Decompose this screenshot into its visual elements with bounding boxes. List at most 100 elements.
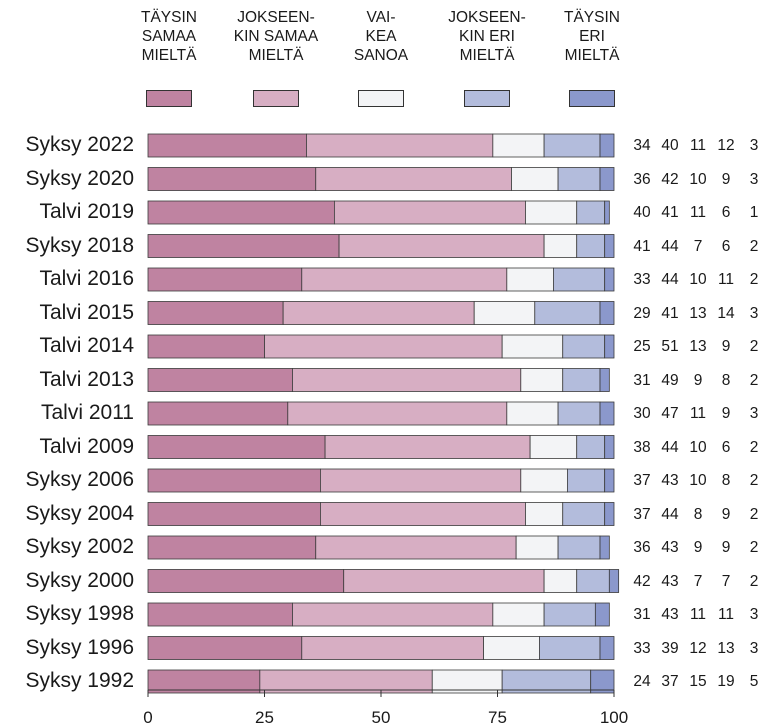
category-label: Syksy 2000 [25,568,134,592]
value-label: 13 [717,639,735,657]
value-label: 44 [661,438,679,456]
value-label: 51 [661,338,679,355]
bar-segment [599,301,615,325]
category-label: Syksy 2004 [25,501,134,525]
x-tick-label: 50 [371,708,391,727]
value-label: 36 [633,539,651,556]
legend-swatch [464,90,510,107]
category-label: Talvi 2016 [39,267,134,290]
value-label: 2 [749,271,759,288]
value-label: 43 [661,472,679,489]
x-tick-label: 0 [143,708,153,727]
bars-layer [147,133,620,694]
value-label: 42 [633,572,651,590]
value-label: 14 [717,304,735,322]
value-label: 41 [661,304,679,322]
value-label: 2 [749,338,759,355]
value-label: 44 [661,505,679,523]
bar-segment [604,334,615,359]
value-label: 3 [749,304,759,322]
value-label: 31 [633,606,651,623]
value-label: 43 [661,539,679,556]
value-label: 8 [721,371,731,389]
value-label: 9 [693,539,703,556]
category-label: Syksy 2002 [25,535,134,558]
value-label: 3 [749,170,759,188]
value-label: 2 [749,237,759,255]
category-label: Syksy 2020 [25,166,134,190]
value-label: 44 [661,237,679,255]
value-label: 38 [633,438,651,456]
category-label: Talvi 2014 [39,334,134,357]
category-label: Talvi 2013 [39,367,134,391]
value-label: 3 [749,137,759,154]
bar-segment [599,636,615,660]
value-label: 9 [721,405,731,422]
bar-segment [594,602,610,627]
value-label: 41 [633,237,651,255]
value-label: 2 [749,371,759,389]
value-label: 11 [689,204,707,221]
value-label: 39 [661,639,679,657]
category-label: Talvi 2009 [39,434,134,458]
category-label: Syksy 1996 [25,635,134,659]
value-label: 41 [661,204,679,221]
value-label: 6 [721,237,731,255]
value-label: 15 [689,673,707,690]
bar-segment [599,133,615,158]
value-label: 9 [721,539,731,556]
value-label: 12 [717,137,735,154]
legend-label: JOKSEEN- KIN SAMAA MIELTÄ [233,9,319,64]
value-label: 2 [749,505,759,523]
value-label: 11 [689,137,707,154]
value-label: 37 [633,505,651,523]
value-label: 11 [689,606,707,623]
value-label: 33 [633,639,651,657]
category-label: Talvi 2011 [40,401,134,424]
category-label: Syksy 2022 [25,133,134,156]
x-tick-label: 100 [599,708,629,727]
value-label: 30 [633,405,651,422]
value-label: 43 [661,572,679,590]
legend-label: TÄYSIN SAMAA MIELTÄ [141,9,197,64]
value-label: 5 [749,673,759,690]
value-label: 44 [661,271,679,288]
value-label: 49 [661,371,679,389]
legend-label: TÄYSIN ERI MIELTÄ [564,9,620,64]
value-label: 10 [689,170,707,188]
legend-swatch [358,90,404,107]
category-label: Syksy 2018 [25,233,134,257]
bar-segment [604,200,610,225]
value-label: 3 [749,405,759,422]
value-label: 7 [693,572,703,590]
value-label: 40 [661,137,679,154]
value-label: 2 [749,539,759,556]
bar-segment [599,401,615,426]
bar-segment [604,234,615,258]
value-label: 7 [693,237,703,255]
value-label: 40 [633,204,651,221]
value-label: 31 [633,371,651,389]
bar-segment [608,569,620,593]
category-label: Syksy 1992 [25,669,134,692]
value-label: 9 [721,505,731,523]
value-label: 13 [689,338,707,355]
value-label: 3 [749,606,759,623]
bar-segment [599,535,610,560]
value-label: 29 [633,304,651,322]
category-label: Talvi 2019 [39,200,134,223]
value-label: 7 [721,572,731,590]
value-label: 47 [661,405,679,422]
value-label: 2 [749,438,759,456]
bar-segment [604,468,615,493]
value-label: 2 [749,572,759,590]
legend-label: JOKSEEN- KIN ERI MIELTÄ [448,9,526,64]
value-label: 25 [633,338,651,355]
legend-swatch [146,90,192,107]
value-label: 6 [721,204,731,221]
value-label: 2 [749,472,759,489]
value-label: 9 [693,371,703,389]
value-label: 37 [661,673,679,690]
value-label: 36 [633,170,651,188]
